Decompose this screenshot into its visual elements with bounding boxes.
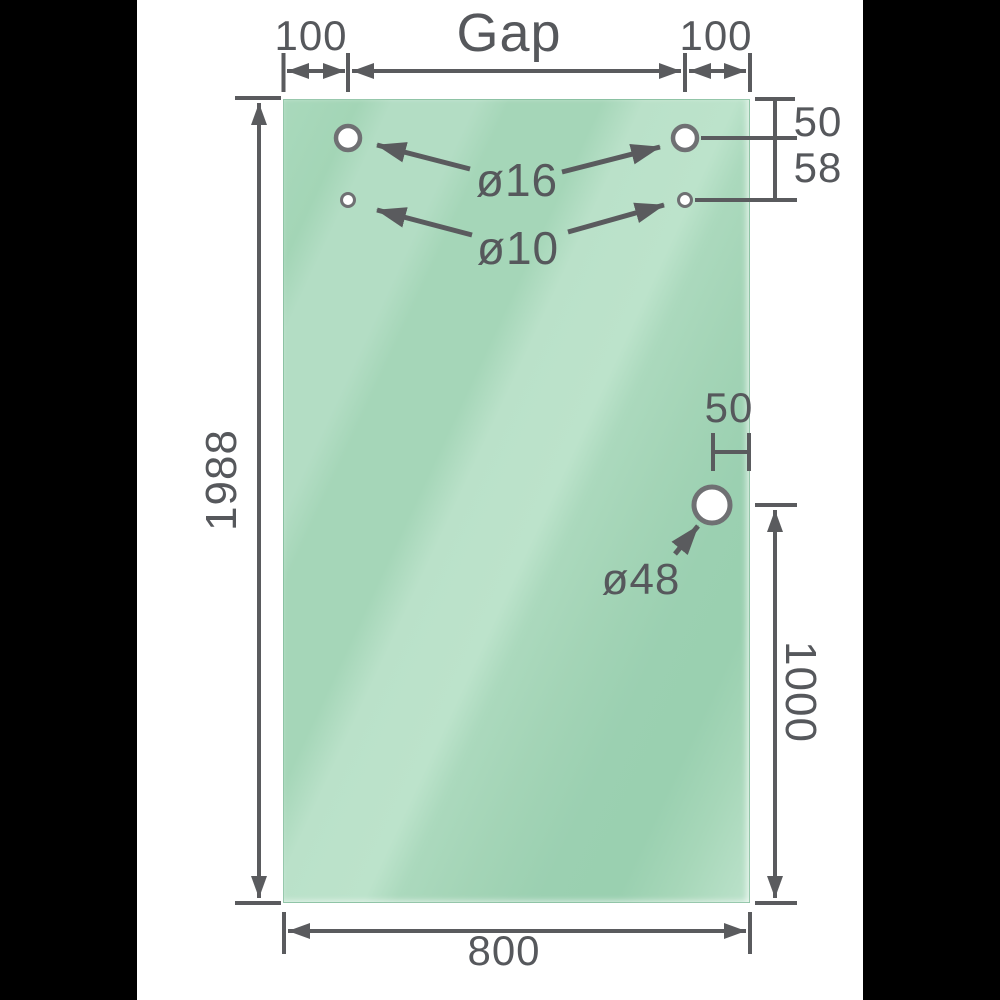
drill-holes [333,123,733,526]
handle-edge-dimension-50 [711,433,751,471]
dim-label-mid-50: 50 [704,384,754,431]
hole-label-d10: ø10 [476,222,560,274]
hole-offset-dimensions-50-58 [695,97,797,202]
hole-d16-right [670,123,700,153]
handle-height-dimension-1000 [755,503,797,905]
right-black-bar [863,0,1000,1000]
dim-label-800: 800 [467,927,541,974]
dim-label-top-left-100: 100 [274,12,348,59]
left-black-bar [0,0,137,1000]
leader-arrow-d16-right [561,143,661,175]
dim-label-gap: Gap [456,3,562,63]
leader-arrow-d10-left [376,207,473,238]
width-dimension-800 [282,912,752,954]
leader-arrow-d10-right [567,202,665,235]
leader-arrow-d16-left [376,142,471,172]
hole-label-d48: ø48 [601,555,681,604]
top-dimension-row [281,53,752,92]
dim-label-1000: 1000 [776,641,825,743]
dim-label-1988: 1988 [197,429,246,531]
dim-label-50: 50 [793,98,843,145]
hole-d10-left [340,192,356,208]
dim-label-top-right-100: 100 [679,12,753,59]
hole-label-d16: ø16 [475,154,559,206]
glass-panel [283,99,750,903]
hole-d16-left [333,123,363,153]
hole-d10-right [677,192,693,208]
hole-d48-handle [691,484,733,526]
height-dimension-1988 [235,96,281,905]
dim-label-58: 58 [793,144,843,191]
leader-arrows [376,142,700,556]
leader-arrow-d48 [671,524,700,556]
